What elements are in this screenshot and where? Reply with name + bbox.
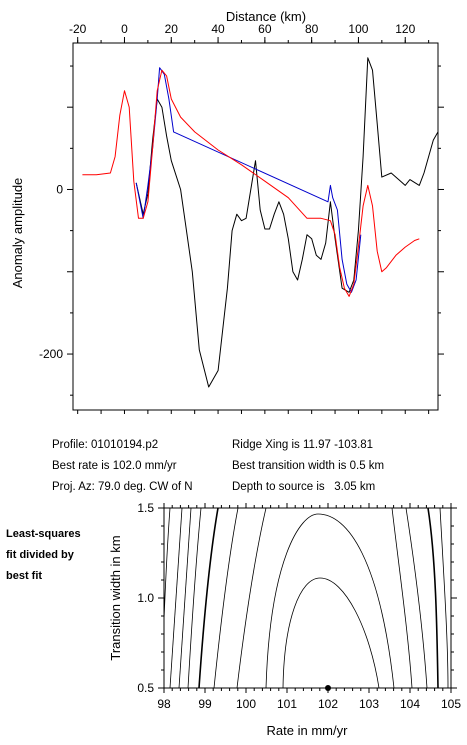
contour-line [169,508,183,688]
contour-x-tick-label: 98 [157,697,171,711]
contour-x-tick-label: 103 [359,697,379,711]
top-axis-tick-label: 100 [348,22,368,36]
contour-plot: 98 99 100 101 102 103 104 105 0.5 1.0 1.5 Rate in… [108,501,461,738]
contour-line [427,508,439,688]
bottom-axis-ticks [77,410,430,414]
contour-lines [164,508,449,688]
contour-x-tick-label: 102 [318,697,338,711]
contour-caption-line: Least-squares [6,528,81,540]
source-depth-label: Depth to source is 3.05 km [232,481,376,493]
best-fit-marker [325,685,331,691]
contour-line [164,508,171,621]
top-axis-ticks: -20 0 20 40 60 80 100 120 [69,22,430,43]
contour-x-tick-label: 105 [441,697,461,711]
profile-label: Profile: 01010194.p2 [52,439,159,451]
top-axis-tick-label: 120 [395,22,415,36]
top-axis-tick-label: 80 [305,22,319,36]
contour-y-ticks: 0.5 1.0 1.5 [137,501,457,695]
profile-plot-frame [72,42,439,411]
contour-line [391,508,413,688]
top-axis-tick-label: 40 [211,22,225,36]
profile-x-axis-label: Distance (km) [226,9,306,24]
projection-azimuth-label: Proj. Az: 79.0 deg. CW of N [52,481,193,493]
series-line [135,57,439,388]
left-axis-ticks: 0 -200 [39,65,444,396]
contour-line [282,577,380,688]
contour-x-tick-label: 100 [236,697,256,711]
contour-x-axis-label: Rate in mm/yr [267,723,349,738]
top-axis-tick-label: 0 [121,22,128,36]
contour-x-ticks: 98 99 100 101 102 103 104 105 [157,503,461,711]
left-axis-tick-label: 0 [56,182,63,196]
contour-line [236,508,267,688]
contour-x-tick-label: 99 [198,697,212,711]
top-axis-tick-label: -20 [69,22,87,36]
contour-caption: Least-squares fit divided by best fit [6,524,106,587]
top-axis-tick-label: 20 [165,22,179,36]
contour-line [213,508,239,688]
profile-plot: -20 0 20 40 60 80 100 120 0-200 Distance (km) A… [10,9,444,414]
contour-x-tick-label: 104 [400,697,420,711]
ridge-crossing-label: Ridge Xing is 11.97 -103.81 [232,439,374,451]
contour-line [187,508,202,688]
profile-y-axis-label: Anomaly amplitude [10,178,25,289]
contour-line [178,508,192,688]
series-line [135,67,362,293]
best-rate-label: Best rate is 102.0 mm/yr [52,460,177,472]
contour-caption-line: fit divided by [6,549,74,561]
contour-y-tick-label: 0.5 [137,681,154,695]
contour-y-tick-label: 1.5 [137,501,154,515]
contour-line [265,513,395,688]
contour-line [405,508,428,688]
contour-caption-line: best fit [6,570,43,582]
contour-line [198,508,219,688]
contour-line [439,508,449,688]
contour-y-tick-label: 1.0 [137,591,154,605]
top-axis-tick-label: 60 [258,22,272,36]
best-width-label: Best transition width is 0.5 km [232,460,385,472]
series-line [82,69,420,297]
left-axis-tick-label: -200 [39,347,63,361]
contour-y-axis-label: Transition width in km [108,535,123,660]
contour-x-tick-label: 101 [277,697,297,711]
profile-series [82,57,439,388]
